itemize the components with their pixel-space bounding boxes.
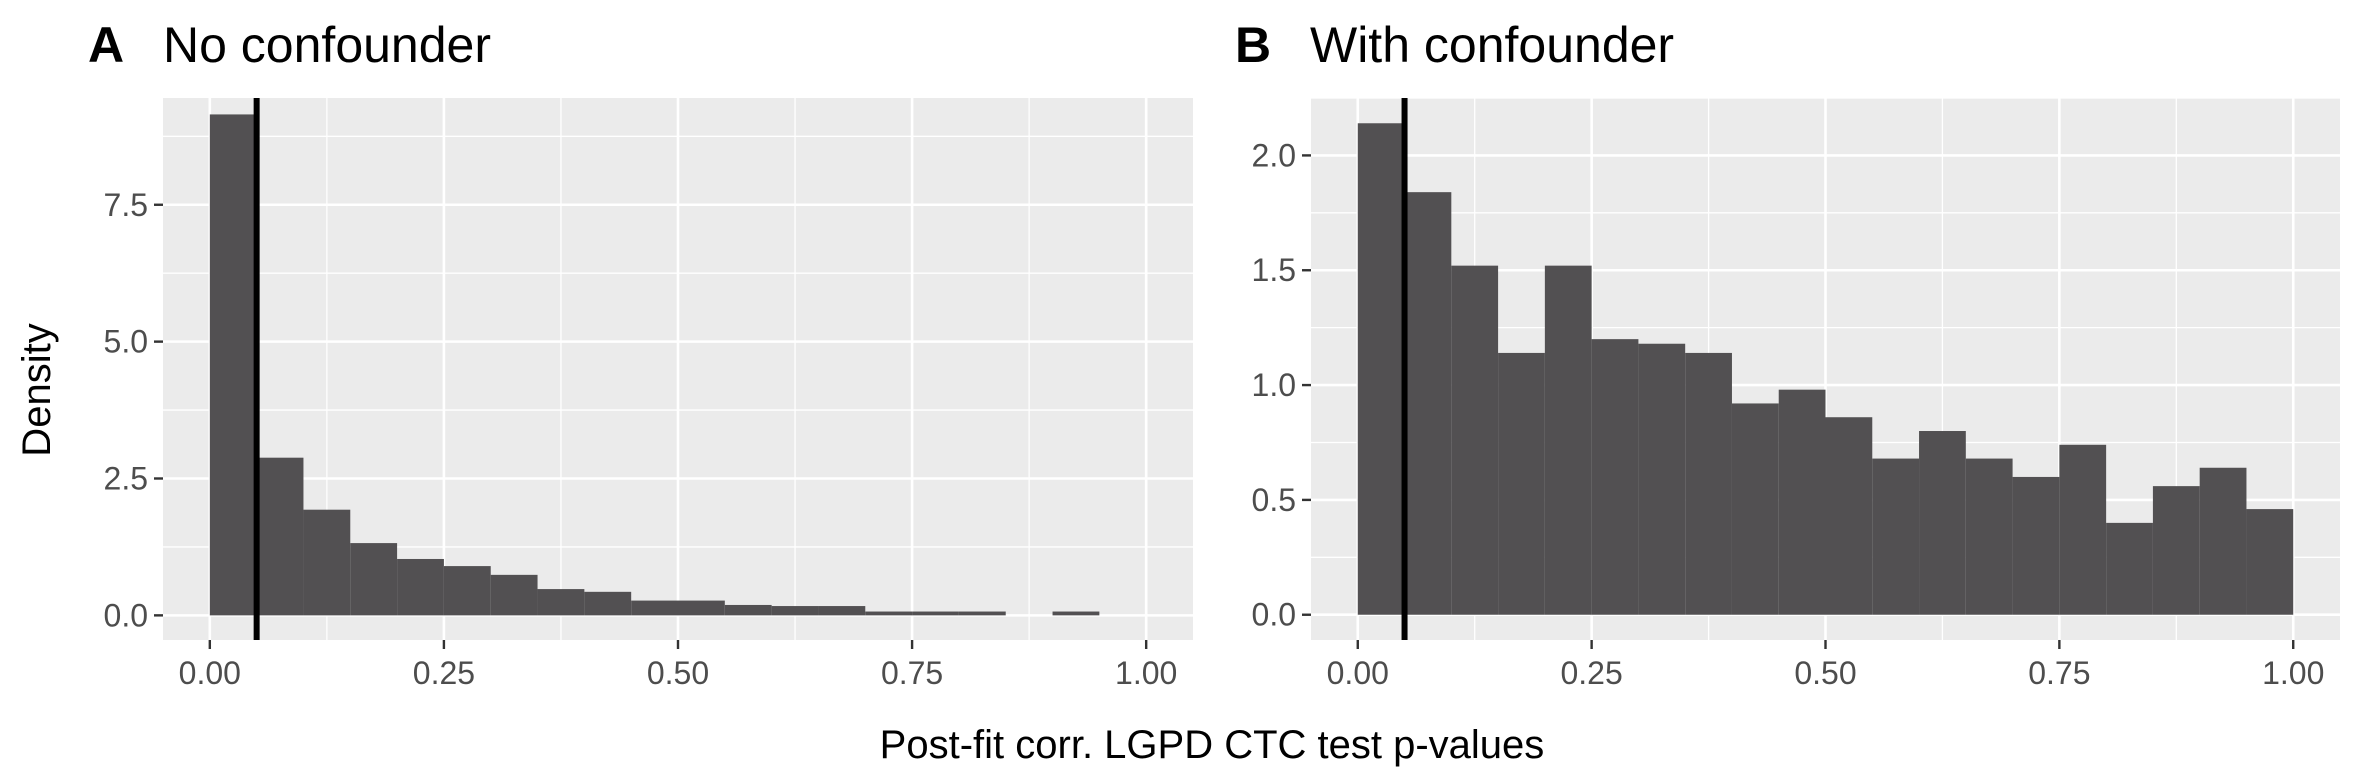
histogram-bar <box>1919 431 1966 615</box>
histogram-bar <box>397 558 444 616</box>
histogram-bar <box>1685 352 1732 615</box>
histogram-bar <box>1052 611 1100 616</box>
y-tick-label: 1.0 <box>1252 367 1296 403</box>
histogram-bar <box>1591 339 1639 615</box>
x-tick-label: 0.75 <box>881 655 943 691</box>
y-axis: 0.0 0.5 1.0 1.5 2.0 <box>1252 137 1311 633</box>
histogram-bar <box>1544 265 1592 615</box>
histogram-bars <box>1357 123 2294 615</box>
x-tick-label: 0.25 <box>1560 655 1622 691</box>
y-tick-label: 5.0 <box>104 324 148 360</box>
histogram-bar <box>350 543 398 616</box>
histogram-bars <box>209 114 1100 616</box>
x-axis: 0.00 0.25 0.50 0.75 1.00 <box>179 640 1177 691</box>
x-axis: 0.00 0.25 0.50 0.75 1.00 <box>1327 640 2324 691</box>
y-axis-title: Density <box>15 323 59 456</box>
y-axis: 0.0 2.5 5.0 7.5 <box>104 187 163 633</box>
histogram-bar <box>865 611 913 616</box>
y-tick-label: 0.5 <box>1252 482 1296 518</box>
histogram-bar <box>1825 417 1873 615</box>
histogram-bar <box>2246 509 2294 615</box>
histogram-bar <box>1404 192 1452 615</box>
histogram-bar <box>1498 352 1545 615</box>
histogram-bar <box>2059 444 2107 615</box>
histogram-bar <box>537 589 585 616</box>
histogram-bar <box>2106 522 2153 615</box>
x-tick-label: 1.00 <box>2262 655 2324 691</box>
y-tick-label: 1.5 <box>1252 252 1296 288</box>
histogram-bar <box>1357 123 1405 615</box>
x-tick-label: 1.00 <box>1115 655 1177 691</box>
histogram-bar <box>2199 467 2247 615</box>
histogram-bar <box>1731 403 1779 615</box>
histogram-bar <box>2012 476 2060 615</box>
histogram-bar <box>1965 458 2013 615</box>
y-tick-label: 2.5 <box>104 460 148 496</box>
histogram-bar <box>1872 458 1920 615</box>
histogram-bar <box>1638 343 1686 615</box>
histogram-bar <box>631 600 678 616</box>
x-tick-label: 0.00 <box>1327 655 1389 691</box>
histogram-bar <box>818 606 866 616</box>
histogram-bar <box>256 457 304 616</box>
histogram-bar <box>912 611 959 616</box>
y-tick-label: 0.0 <box>1252 597 1296 633</box>
y-tick-label: 0.0 <box>104 597 148 633</box>
histogram-bar <box>1451 265 1499 615</box>
histogram-bar <box>724 604 772 616</box>
histogram-bar <box>678 600 725 616</box>
histogram-bar <box>303 509 351 616</box>
x-tick-label: 0.50 <box>1794 655 1856 691</box>
x-tick-label: 0.00 <box>179 655 241 691</box>
panel-tag: A <box>88 17 124 73</box>
x-tick-label: 0.50 <box>647 655 709 691</box>
histogram-bar <box>2152 486 2200 615</box>
x-axis-title: Post-fit corr. LGPD CTC test p-values <box>880 723 1545 767</box>
panel-title: With confounder <box>1310 17 1674 73</box>
histogram-bar <box>209 114 257 616</box>
histogram-bar <box>958 611 1006 616</box>
x-tick-label: 0.75 <box>2028 655 2090 691</box>
x-tick-label: 0.25 <box>413 655 475 691</box>
histogram-bar <box>443 566 491 616</box>
histogram-bar <box>584 591 632 616</box>
y-tick-label: 7.5 <box>104 187 148 223</box>
histogram-bar <box>771 606 819 616</box>
panel-a: A No confounder 0.0 2.5 5.0 7.5 0.00 0.25 0.5… <box>88 17 1193 691</box>
panel-b: B With confounder 0.00.51.01.52.0 0.00 0.… <box>1235 17 2340 691</box>
histogram-bar <box>490 574 538 616</box>
panel-tag: B <box>1235 17 1271 73</box>
y-tick-label: 2.0 <box>1252 137 1296 173</box>
panel-title: No confounder <box>163 17 491 73</box>
histogram-bar <box>1778 389 1826 615</box>
